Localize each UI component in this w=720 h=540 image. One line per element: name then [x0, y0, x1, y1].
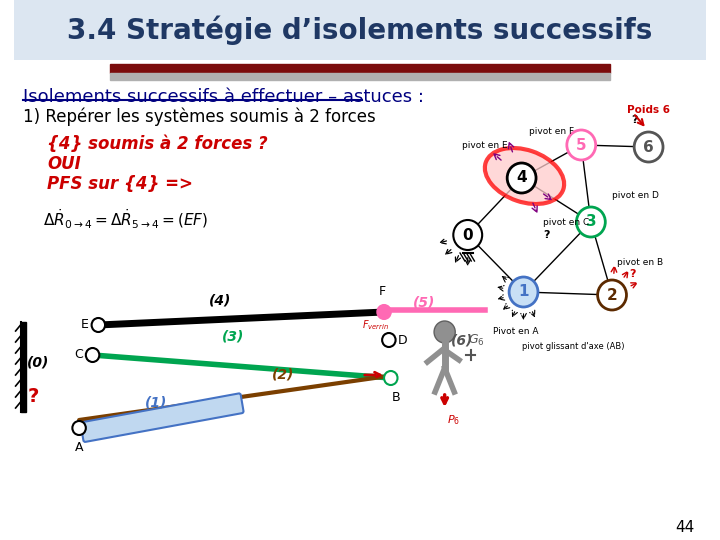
Text: 6: 6	[643, 139, 654, 154]
Text: pivot en D: pivot en D	[612, 191, 659, 200]
Text: (4): (4)	[210, 294, 232, 308]
Text: ?: ?	[631, 115, 638, 125]
Circle shape	[598, 280, 626, 310]
Text: (6): (6)	[451, 333, 474, 347]
Text: ?: ?	[629, 269, 636, 279]
Bar	[110, 64, 610, 73]
Text: pivot en C: pivot en C	[543, 218, 589, 227]
Circle shape	[509, 277, 538, 307]
Text: $P_6$: $P_6$	[446, 413, 459, 427]
Circle shape	[507, 163, 536, 193]
Text: (2): (2)	[272, 368, 294, 382]
Text: ?: ?	[543, 230, 549, 240]
Text: E: E	[81, 319, 89, 332]
Text: (1): (1)	[145, 396, 167, 410]
Text: 0: 0	[462, 227, 473, 242]
Text: 44: 44	[675, 520, 695, 535]
Circle shape	[577, 207, 606, 237]
Text: Poids 6: Poids 6	[627, 105, 670, 115]
FancyBboxPatch shape	[81, 394, 243, 442]
Text: $G_6$: $G_6$	[468, 333, 485, 348]
Text: pivot en E: pivot en E	[462, 141, 508, 150]
Circle shape	[454, 220, 482, 250]
Text: B: B	[391, 391, 400, 404]
Text: pivot en B: pivot en B	[617, 258, 663, 267]
Text: 3: 3	[585, 214, 596, 230]
Text: (5): (5)	[413, 295, 436, 309]
Circle shape	[384, 371, 397, 385]
Text: F: F	[379, 285, 386, 298]
Text: $F_{verrin}$: $F_{verrin}$	[362, 318, 389, 332]
Text: OUI: OUI	[48, 155, 81, 173]
Text: (3): (3)	[222, 330, 244, 344]
Text: Pivot en A: Pivot en A	[493, 327, 539, 336]
Text: 2: 2	[607, 287, 618, 302]
Circle shape	[567, 130, 595, 160]
Text: 1: 1	[518, 285, 528, 300]
Text: (0): (0)	[27, 355, 50, 369]
Text: PFS sur {4} =>: PFS sur {4} =>	[48, 175, 193, 193]
Text: pivot glissant d'axe (AB): pivot glissant d'axe (AB)	[522, 342, 625, 351]
Bar	[22, 322, 26, 412]
Circle shape	[73, 421, 86, 435]
Bar	[14, 0, 706, 60]
Circle shape	[91, 318, 105, 332]
Text: Isolements successifs à effectuer – astuces :: Isolements successifs à effectuer – astu…	[23, 88, 424, 106]
Bar	[110, 73, 610, 80]
Text: pivot en F: pivot en F	[529, 127, 575, 136]
Text: C: C	[74, 348, 83, 361]
Circle shape	[382, 333, 395, 347]
Text: 1) Repérer les systèmes soumis à 2 forces: 1) Repérer les systèmes soumis à 2 force…	[23, 108, 376, 126]
Circle shape	[86, 348, 99, 362]
Circle shape	[377, 305, 391, 319]
Ellipse shape	[485, 148, 564, 204]
Text: A: A	[75, 441, 84, 454]
Circle shape	[434, 321, 455, 343]
Text: {4} soumis à 2 forces ?: {4} soumis à 2 forces ?	[48, 135, 268, 153]
Text: $\Delta\dot{R}_{0\rightarrow4} = \Delta\dot{R}_{5\rightarrow4} = (EF)$: $\Delta\dot{R}_{0\rightarrow4} = \Delta\…	[42, 208, 207, 231]
Text: D: D	[397, 334, 407, 347]
Text: 5: 5	[576, 138, 587, 152]
Text: 4: 4	[516, 171, 527, 186]
Text: ?: ?	[27, 388, 39, 407]
Text: 3.4 Stratégie d’isolements successifs: 3.4 Stratégie d’isolements successifs	[67, 15, 653, 45]
Circle shape	[634, 132, 663, 162]
